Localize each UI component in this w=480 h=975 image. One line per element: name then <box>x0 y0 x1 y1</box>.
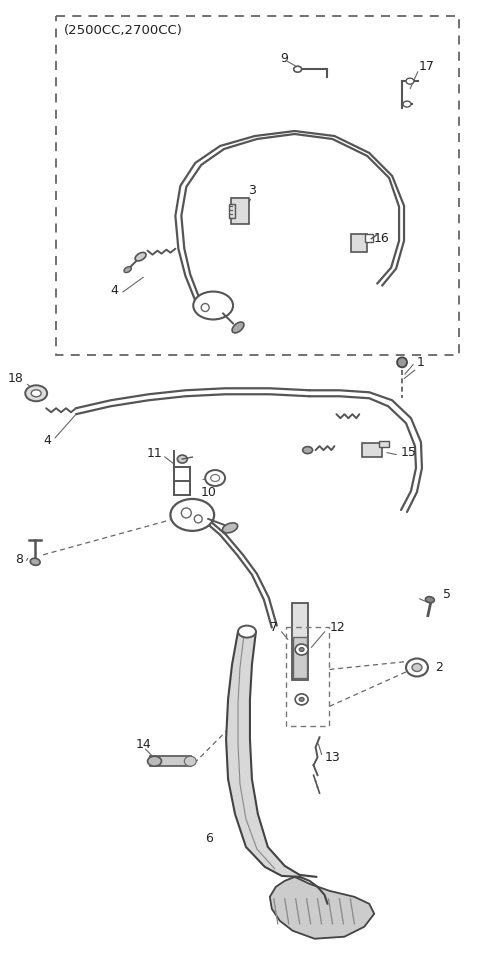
Ellipse shape <box>425 597 434 603</box>
Text: 3: 3 <box>248 184 256 197</box>
Ellipse shape <box>238 626 256 638</box>
Text: 1: 1 <box>417 356 425 369</box>
Ellipse shape <box>412 664 422 672</box>
Ellipse shape <box>181 508 192 518</box>
Ellipse shape <box>30 559 40 566</box>
Text: 5: 5 <box>443 588 451 602</box>
Bar <box>293 637 307 679</box>
Bar <box>286 627 329 726</box>
Text: 12: 12 <box>329 621 345 634</box>
Text: 4: 4 <box>43 434 51 447</box>
Bar <box>150 757 192 766</box>
Text: 2: 2 <box>435 661 443 674</box>
Text: 6: 6 <box>205 833 213 845</box>
Text: (2500CC,2700CC): (2500CC,2700CC) <box>64 23 183 37</box>
Bar <box>56 17 459 355</box>
Bar <box>231 198 249 223</box>
Text: 9: 9 <box>280 52 288 64</box>
Text: 10: 10 <box>200 487 216 499</box>
Ellipse shape <box>193 292 233 320</box>
Ellipse shape <box>201 303 209 311</box>
Ellipse shape <box>184 757 196 766</box>
Bar <box>351 234 367 252</box>
Polygon shape <box>270 877 374 939</box>
Text: 17: 17 <box>419 59 435 73</box>
Ellipse shape <box>211 475 220 482</box>
Text: 14: 14 <box>136 738 151 751</box>
Ellipse shape <box>170 499 214 530</box>
Ellipse shape <box>147 757 161 766</box>
Ellipse shape <box>302 447 312 453</box>
Bar <box>362 443 382 457</box>
Bar <box>292 603 308 681</box>
Ellipse shape <box>232 322 244 332</box>
Ellipse shape <box>406 658 428 677</box>
Text: 11: 11 <box>147 447 162 459</box>
Text: 13: 13 <box>324 751 340 763</box>
Text: 8: 8 <box>15 553 23 566</box>
Ellipse shape <box>295 644 308 655</box>
Text: 4: 4 <box>111 284 119 297</box>
Bar <box>229 204 235 217</box>
Ellipse shape <box>194 515 202 523</box>
Ellipse shape <box>31 390 41 397</box>
Ellipse shape <box>406 78 414 84</box>
Bar <box>365 234 373 242</box>
Text: 7: 7 <box>270 621 278 634</box>
Text: 16: 16 <box>373 232 389 245</box>
Ellipse shape <box>295 694 308 705</box>
Ellipse shape <box>222 523 238 533</box>
Polygon shape <box>226 632 316 877</box>
Ellipse shape <box>135 253 146 261</box>
Text: 15: 15 <box>401 446 417 458</box>
Ellipse shape <box>299 697 304 701</box>
Ellipse shape <box>403 101 411 107</box>
Text: 18: 18 <box>7 371 23 385</box>
Ellipse shape <box>25 385 47 402</box>
Ellipse shape <box>178 455 187 463</box>
Ellipse shape <box>294 66 301 72</box>
Ellipse shape <box>205 470 225 486</box>
Ellipse shape <box>397 358 407 368</box>
Bar <box>379 441 389 448</box>
Ellipse shape <box>299 647 304 651</box>
Ellipse shape <box>124 267 132 273</box>
